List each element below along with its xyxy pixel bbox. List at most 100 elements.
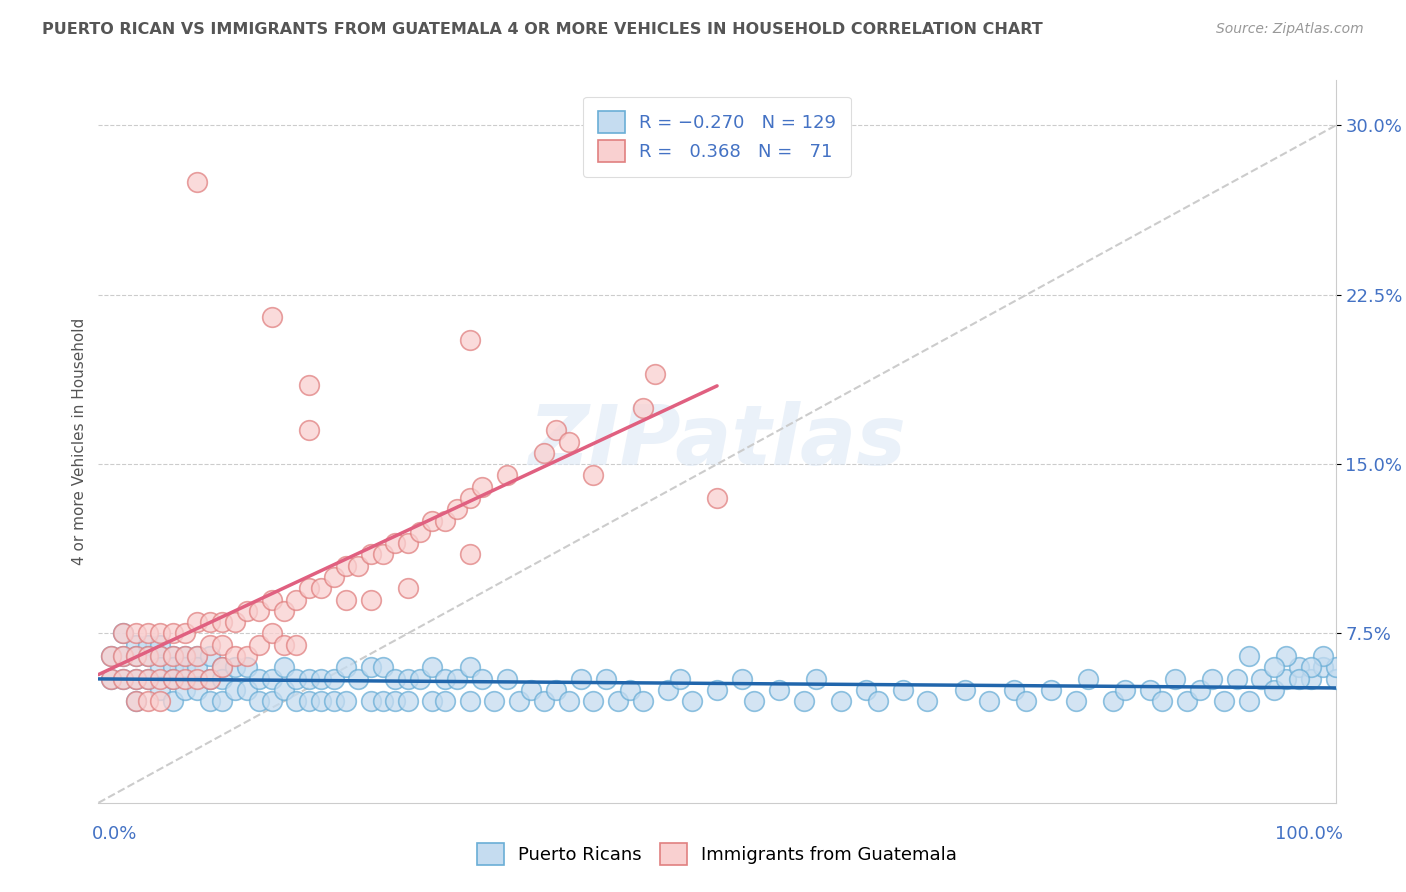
Point [186,672,208,686]
Point [211,638,233,652]
Point [891,682,914,697]
Point [186,615,208,630]
Point [285,592,308,607]
Point [136,638,159,652]
Point [360,660,382,674]
Point [409,524,432,539]
Point [1299,672,1322,686]
Text: 100.0%: 100.0% [1275,825,1343,843]
Point [484,694,506,708]
Point [1226,672,1249,686]
Point [124,648,146,663]
Point [149,694,172,708]
Point [495,672,517,686]
Point [149,648,172,663]
Point [247,694,270,708]
Point [495,468,517,483]
Point [422,514,444,528]
Point [830,694,852,708]
Point [112,672,135,686]
Point [260,672,283,686]
Point [706,491,728,505]
Point [273,682,295,697]
Point [174,648,197,663]
Point [1040,682,1063,697]
Point [371,694,394,708]
Point [458,694,481,708]
Point [247,604,270,618]
Point [631,401,654,415]
Point [236,682,259,697]
Point [186,660,208,674]
Point [446,502,468,516]
Text: PUERTO RICAN VS IMMIGRANTS FROM GUATEMALA 4 OR MORE VEHICLES IN HOUSEHOLD CORREL: PUERTO RICAN VS IMMIGRANTS FROM GUATEMAL… [42,22,1043,37]
Point [1114,682,1136,697]
Point [186,648,208,663]
Point [224,682,246,697]
Point [471,480,494,494]
Point [458,491,481,505]
Point [396,582,419,596]
Point [335,558,357,573]
Point [211,660,233,674]
Point [1250,672,1272,686]
Point [298,694,321,708]
Point [124,638,146,652]
Point [917,694,939,708]
Point [520,682,543,697]
Point [855,682,877,697]
Point [1102,694,1125,708]
Text: ZIPatlas: ZIPatlas [529,401,905,482]
Point [742,694,765,708]
Point [211,694,233,708]
Point [582,468,605,483]
Point [396,694,419,708]
Point [124,626,146,640]
Point [149,682,172,697]
Point [631,694,654,708]
Point [162,626,184,640]
Point [1237,648,1260,663]
Point [866,694,889,708]
Point [1275,648,1298,663]
Point [162,648,184,663]
Point [136,694,159,708]
Point [298,378,321,392]
Point [149,660,172,674]
Point [136,648,159,663]
Point [1312,648,1334,663]
Point [347,672,370,686]
Point [186,682,208,697]
Legend: Puerto Ricans, Immigrants from Guatemala: Puerto Ricans, Immigrants from Guatemala [468,834,966,874]
Point [149,626,172,640]
Point [371,660,394,674]
Point [322,694,344,708]
Point [433,672,456,686]
Point [1263,682,1285,697]
Point [174,660,197,674]
Point [198,672,221,686]
Point [322,570,344,584]
Point [371,548,394,562]
Point [224,615,246,630]
Point [124,648,146,663]
Point [211,672,233,686]
Point [322,672,344,686]
Point [112,648,135,663]
Point [260,592,283,607]
Point [273,638,295,652]
Point [211,660,233,674]
Point [335,592,357,607]
Point [546,682,568,697]
Point [198,615,221,630]
Point [557,434,579,449]
Point [112,672,135,686]
Point [508,694,530,708]
Point [273,604,295,618]
Point [112,626,135,640]
Point [471,672,494,686]
Point [198,638,221,652]
Point [793,694,815,708]
Point [768,682,790,697]
Point [100,648,122,663]
